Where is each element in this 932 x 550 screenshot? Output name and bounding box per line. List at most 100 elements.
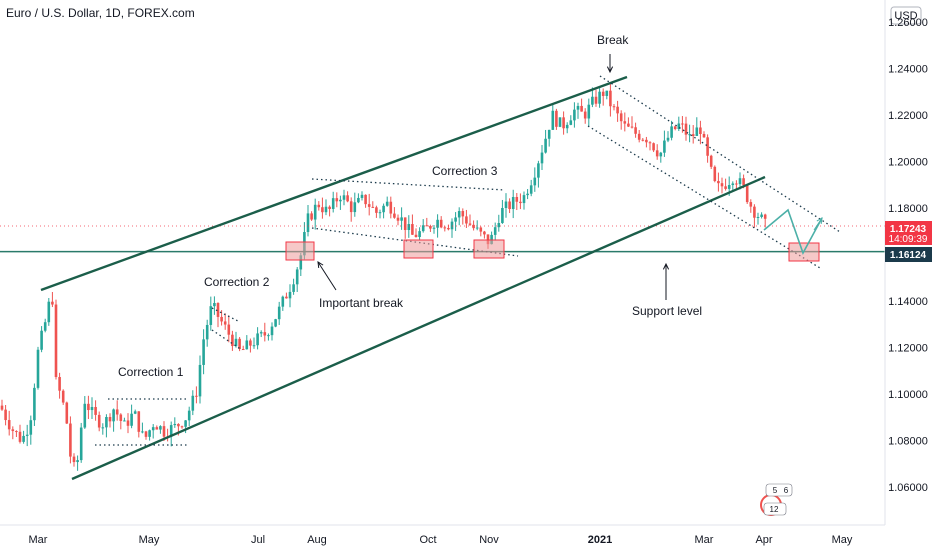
- candle-down: [745, 185, 749, 203]
- time-ticks: Mar May Jul Aug Oct Nov 2021 Mar Apr May: [29, 534, 853, 546]
- candle-up: [234, 338, 238, 347]
- price-tick-label: 1.08000: [888, 436, 928, 448]
- candle-up: [688, 134, 691, 136]
- candle-down: [519, 201, 522, 204]
- channel-lower-line[interactable]: [71, 175, 766, 481]
- candle-down: [627, 123, 630, 127]
- candle-up: [245, 340, 249, 350]
- candle-down: [11, 429, 15, 432]
- candle-up: [573, 109, 576, 121]
- candle-down: [486, 234, 490, 245]
- price-ticks: 1.26000 1.24000 1.22000 1.20000 1.18000 1.140…: [888, 17, 928, 494]
- candle-up: [288, 291, 292, 299]
- candle-up: [281, 296, 285, 307]
- candle-up: [324, 206, 328, 213]
- candle-down: [655, 150, 659, 157]
- demand-zone-box[interactable]: [285, 241, 315, 261]
- badge-counter-top[interactable]: [765, 483, 793, 497]
- correction-2-bottom[interactable]: [211, 329, 243, 351]
- candle-up: [339, 199, 342, 202]
- candle-up: [274, 319, 277, 327]
- candle-down: [735, 183, 738, 185]
- candle-up: [256, 333, 259, 346]
- candle-down: [612, 106, 616, 108]
- candle-down: [749, 202, 753, 207]
- downtrend-upper[interactable]: [599, 75, 841, 233]
- candle-up: [670, 126, 673, 138]
- price-axis[interactable]: USD 1.260001.240001.220001.200001.180001…: [884, 0, 932, 550]
- time-tick-label: May: [832, 534, 853, 546]
- demand-zone-box[interactable]: [403, 239, 434, 259]
- correction-3-top[interactable]: [311, 178, 506, 191]
- candle-down: [717, 181, 720, 184]
- candle-up: [421, 225, 425, 232]
- downtrend-lower[interactable]: [587, 125, 821, 269]
- badge-c: 12: [770, 505, 779, 514]
- candle-down: [465, 216, 468, 224]
- candle-up: [558, 117, 562, 127]
- candle-up: [436, 219, 439, 228]
- chart-title: Euro / U.S. Dollar, 1D, FOREX.com: [6, 6, 195, 20]
- candle-down: [137, 411, 141, 432]
- candle-down: [393, 213, 396, 218]
- candle-up: [191, 395, 195, 411]
- price-tick-label: 1.24000: [888, 64, 928, 76]
- candle-down: [724, 186, 727, 189]
- candle-up: [83, 403, 87, 428]
- candle-down: [594, 96, 598, 104]
- candle-up: [270, 326, 274, 336]
- candle-down: [285, 296, 288, 299]
- candle-down: [0, 405, 4, 410]
- time-axis[interactable]: Mar May Jul Aug Oct Nov 2021 Mar Apr May: [0, 524, 885, 546]
- candle-down: [238, 338, 241, 350]
- candle-up: [198, 364, 202, 397]
- candle-up: [342, 195, 346, 200]
- time-tick-label: Mar: [695, 534, 714, 546]
- candle-down: [155, 427, 159, 430]
- annotation-correction-3: Correction 3: [432, 164, 498, 178]
- candle-down: [443, 227, 447, 229]
- candle-up: [659, 152, 663, 157]
- channel-upper-line[interactable]: [40, 75, 628, 292]
- candle-down: [249, 340, 252, 346]
- candle-up: [151, 427, 155, 431]
- candle-up: [133, 411, 137, 414]
- candle-down: [414, 234, 418, 238]
- correction-2-top[interactable]: [211, 307, 241, 323]
- candle-up: [353, 202, 357, 213]
- indicator-badges[interactable]: 5 6 12: [760, 483, 793, 516]
- candle-up: [576, 105, 580, 110]
- candle-up: [504, 201, 508, 208]
- bar-countdown: 14:09:39: [889, 234, 928, 245]
- candle-down: [335, 198, 339, 202]
- candle-down: [51, 301, 54, 305]
- candle-down: [61, 390, 65, 403]
- candle-down: [652, 143, 655, 151]
- candle-up: [299, 255, 303, 270]
- demand-zone-box[interactable]: [473, 239, 505, 259]
- price-tick-label: 1.12000: [888, 343, 928, 355]
- candle-up: [493, 227, 497, 235]
- forecast-arrow-icon-head: [816, 217, 823, 225]
- candle-up: [292, 284, 295, 292]
- drawings-layer: [0, 54, 885, 481]
- candle-down: [742, 178, 745, 186]
- candle-down: [555, 110, 558, 127]
- candle-up: [727, 185, 731, 189]
- current-price-value: 1.17243: [890, 224, 927, 235]
- candle-down: [94, 406, 97, 415]
- currency-badge[interactable]: [890, 6, 922, 25]
- candle-up: [79, 427, 83, 461]
- candle-down: [619, 113, 623, 122]
- candle-down: [634, 127, 637, 134]
- forecast-path[interactable]: [763, 208, 823, 255]
- badge-counter-bottom[interactable]: [763, 502, 787, 516]
- candle-up: [184, 420, 187, 427]
- support-price-value: 1.16124: [890, 250, 927, 261]
- candle-up: [695, 127, 699, 136]
- candle-up: [497, 223, 501, 228]
- candles-layer: [0, 82, 767, 471]
- candle-down: [684, 123, 688, 135]
- candle-down: [637, 133, 641, 140]
